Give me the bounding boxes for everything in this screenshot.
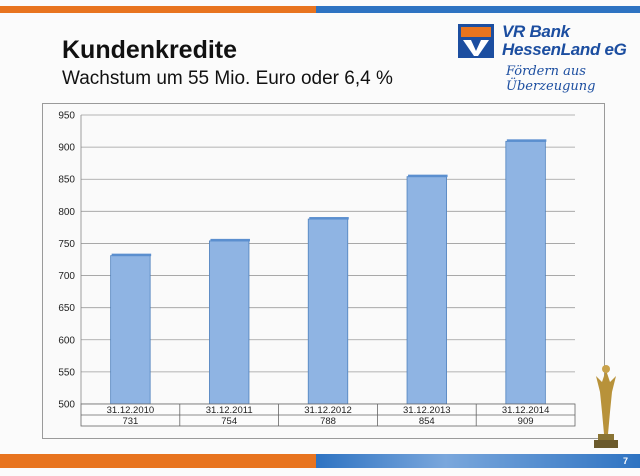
bottom-accent-orange <box>0 454 316 468</box>
value-label: 854 <box>419 416 435 427</box>
bar-top-edge <box>506 139 547 142</box>
y-tick-label: 550 <box>58 367 75 378</box>
logo-slogan: Fördern aus Überzeugung <box>506 64 596 94</box>
y-tick-label: 500 <box>58 400 75 411</box>
logo-name-line2: HessenLand eG <box>502 40 627 59</box>
award-trophy-icon <box>594 365 618 448</box>
y-tick-label: 900 <box>58 143 75 154</box>
bottom-accent-blue <box>316 454 640 468</box>
bar-top-edge <box>408 174 448 178</box>
page-number: 7 <box>622 456 628 466</box>
bank-logo: VR Bank HessenLand eG Fördern aus Überze… <box>458 22 628 94</box>
value-label: 754 <box>221 416 237 427</box>
vr-logo-icon <box>458 24 494 58</box>
bar-top-edge <box>210 238 250 242</box>
category-label: 31.12.2014 <box>502 405 550 416</box>
y-tick-label: 600 <box>58 335 75 346</box>
top-accent-blue <box>316 6 640 13</box>
value-label: 909 <box>518 416 534 427</box>
bar-top-edge <box>309 217 349 220</box>
slide-subtitle: Wachstum um 55 Mio. Euro oder 6,4 % <box>62 68 393 89</box>
category-label: 31.12.2010 <box>107 405 155 416</box>
value-label: 731 <box>122 416 138 427</box>
bar-top-edge <box>111 253 152 257</box>
bar <box>209 240 250 405</box>
category-label: 31.12.2013 <box>403 405 451 416</box>
slide-title: Kundenkredite <box>62 36 238 64</box>
category-label: 31.12.2011 <box>206 405 253 416</box>
top-accent-bar <box>0 6 640 13</box>
chart-frame: 500 550 600 650 700 750 800 850 900 950 31.12.2010… <box>42 103 605 439</box>
bar-chart: 500 550 600 650 700 750 800 850 900 950 31.12.2010… <box>58 111 576 427</box>
bottom-accent-bar <box>0 454 640 468</box>
y-tick-label: 650 <box>58 303 75 314</box>
bar <box>307 218 349 405</box>
y-tick-label: 950 <box>58 111 75 122</box>
bar <box>406 176 447 405</box>
bar <box>110 255 151 405</box>
y-tick-label: 850 <box>58 175 75 186</box>
y-tick-label: 750 <box>58 239 75 250</box>
bar <box>505 140 546 405</box>
category-label: 31.12.2012 <box>304 405 352 416</box>
logo-name-line1: VR Bank <box>502 22 570 41</box>
y-tick-label: 800 <box>58 207 75 218</box>
y-tick-label: 700 <box>58 271 75 282</box>
top-accent-orange <box>0 6 316 13</box>
value-label: 788 <box>320 416 336 427</box>
